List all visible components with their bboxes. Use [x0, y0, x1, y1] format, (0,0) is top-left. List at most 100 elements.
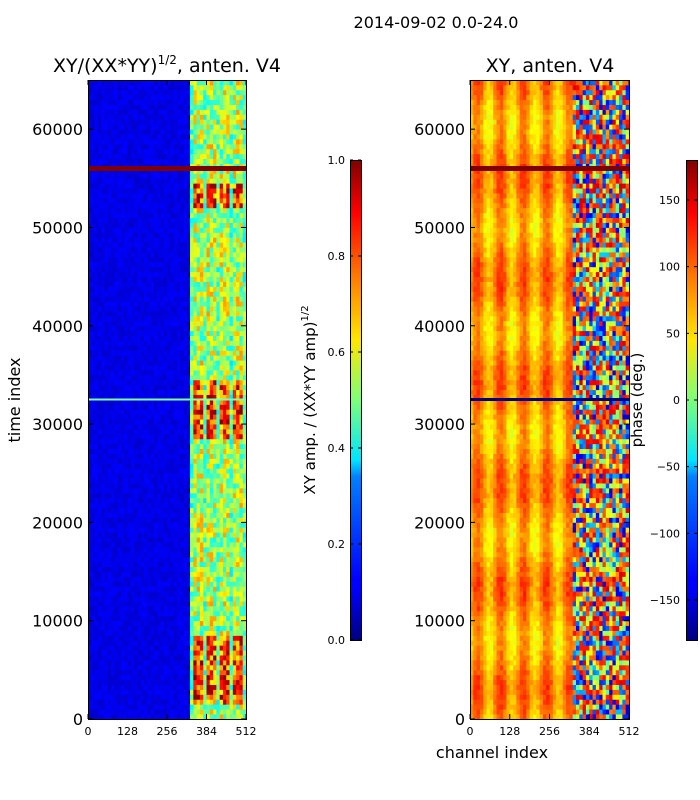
heatmap-cell	[193, 374, 198, 381]
heatmap-cell	[176, 188, 181, 194]
heatmap-cell	[107, 193, 112, 199]
heatmap-cell	[143, 114, 148, 120]
heatmap-cell	[91, 478, 95, 484]
heatmap-cell	[170, 414, 174, 420]
heatmap-cell	[170, 674, 174, 681]
heatmap-cell	[143, 242, 148, 248]
heatmap-cell	[140, 453, 145, 459]
heatmap-cell	[199, 389, 204, 395]
heatmap-cell	[91, 291, 95, 297]
heatmap-cell	[209, 660, 214, 666]
heatmap-cell	[127, 271, 132, 278]
heatmap-cell	[104, 679, 109, 685]
heatmap-cell	[209, 596, 214, 602]
heatmap-cell	[150, 532, 155, 538]
heatmap-cell	[114, 419, 119, 425]
heatmap-cell	[206, 561, 211, 568]
heatmap-cell	[114, 615, 119, 622]
heatmap-cell	[127, 168, 132, 174]
heatmap-cell	[153, 266, 158, 273]
heatmap-cell	[120, 134, 125, 140]
heatmap-cell	[97, 217, 102, 223]
heatmap-cell	[173, 335, 178, 341]
heatmap-cell	[157, 138, 161, 145]
heatmap-cell	[180, 84, 184, 91]
heatmap-cell	[173, 645, 178, 651]
heatmap-cell	[88, 591, 92, 597]
heatmap-cell	[160, 581, 165, 587]
heatmap-cell	[101, 640, 105, 646]
heatmap-cell	[160, 517, 165, 523]
heatmap-cell	[163, 709, 168, 715]
heatmap-cell	[206, 694, 211, 700]
heatmap-cell	[173, 94, 178, 101]
heatmap-cell	[107, 694, 112, 700]
heatmap-cell	[173, 188, 178, 194]
heatmap-cell	[186, 433, 191, 440]
heatmap-cell	[193, 704, 198, 710]
heatmap-cell	[170, 109, 174, 115]
heatmap-cell	[127, 286, 132, 292]
heatmap-cell	[150, 242, 155, 248]
heatmap-cell	[150, 315, 155, 322]
heatmap-cell	[124, 345, 128, 351]
heatmap-cell	[130, 709, 135, 715]
heatmap-cell	[114, 315, 119, 322]
heatmap-cell	[206, 414, 211, 420]
heatmap-cell	[183, 620, 188, 627]
heatmap-cell	[173, 114, 178, 120]
heatmap-cell	[134, 458, 138, 464]
heatmap-cell	[143, 261, 148, 268]
heatmap-cell	[101, 168, 105, 174]
heatmap-cell	[147, 148, 151, 155]
heatmap-cell	[180, 414, 184, 420]
heatmap-cell	[147, 428, 151, 435]
heatmap-cell	[140, 134, 145, 140]
heatmap-cell	[176, 635, 181, 641]
heatmap-cell	[97, 276, 102, 282]
heatmap-cell	[209, 610, 214, 617]
heatmap-cell	[167, 247, 171, 253]
heatmap-cell	[163, 355, 168, 361]
heatmap-cell	[127, 256, 132, 263]
heatmap-cell	[130, 655, 135, 661]
heatmap-cell	[97, 345, 102, 351]
heatmap-cell	[117, 173, 122, 179]
heatmap-cell	[104, 424, 109, 430]
heatmap-cell	[150, 596, 155, 602]
heatmap-cell	[130, 537, 135, 543]
heatmap-cell	[203, 173, 207, 179]
heatmap-cell	[190, 438, 194, 445]
heatmap-cell	[107, 271, 112, 278]
heatmap-cell	[163, 463, 168, 469]
heatmap-cell	[170, 453, 174, 459]
heatmap-cell	[117, 689, 122, 695]
heatmap-cell	[101, 325, 105, 332]
heatmap-cell	[88, 704, 92, 710]
heatmap-cell	[190, 148, 194, 155]
heatmap-cell	[190, 537, 194, 543]
heatmap-cell	[150, 502, 155, 509]
heatmap-cell	[170, 596, 174, 602]
heatmap-cell	[137, 129, 142, 135]
heatmap-cell	[203, 566, 207, 572]
heatmap-cell	[137, 566, 142, 572]
heatmap-cell	[180, 168, 184, 174]
heatmap-cell	[206, 134, 211, 140]
heatmap-cell	[193, 522, 198, 528]
heatmap-cell	[163, 694, 168, 700]
heatmap-cell	[173, 463, 178, 469]
heatmap-cell	[88, 193, 92, 199]
heatmap-cell	[91, 183, 95, 189]
heatmap-cell	[173, 296, 178, 302]
heatmap-cell	[137, 694, 142, 700]
heatmap-cell	[137, 679, 142, 685]
heatmap-cell	[157, 576, 161, 582]
heatmap-cell	[196, 684, 201, 690]
heatmap-cell	[176, 512, 181, 518]
heatmap-cell	[137, 80, 142, 86]
heatmap-cell	[147, 581, 151, 587]
heatmap-cell	[173, 242, 178, 248]
heatmap-cell	[137, 551, 142, 558]
heatmap-cell	[170, 522, 174, 528]
